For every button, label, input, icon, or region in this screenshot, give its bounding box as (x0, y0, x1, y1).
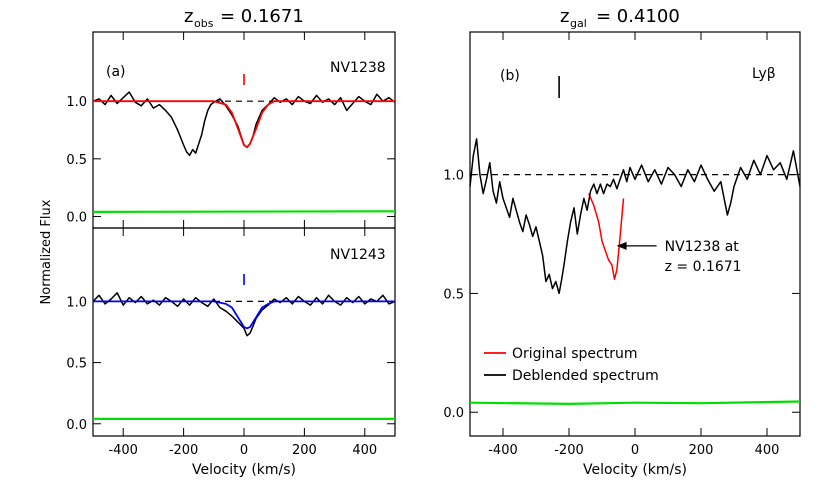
y-tick-label: 1.0 (66, 95, 87, 110)
series-fit (93, 300, 395, 330)
panel-b: z gal = 0.4100 (b) Lyβ 0.0 0.5 1.0 -400 -20… (443, 6, 801, 478)
series-data (92, 292, 396, 337)
annotation-line2: z = 0.1671 (665, 259, 742, 275)
panel-b-title-main: z (560, 6, 569, 27)
x-tick-label: -400 (108, 443, 138, 458)
legend-label: Original spectrum (512, 346, 637, 362)
panel-a-title-main: z (184, 6, 193, 27)
x-tick-label: -200 (554, 443, 584, 458)
panel-b-title-value: = 0.4100 (596, 6, 680, 27)
legend-label: Deblended spectrum (512, 368, 659, 384)
x-tick-label: -200 (169, 443, 199, 458)
y-tick-label: 0.5 (66, 153, 87, 168)
y-axis-label: Normalized Flux (39, 199, 54, 304)
y-tick-label: 1.0 (443, 169, 464, 184)
panel-b-title-sub: gal (570, 17, 587, 30)
x-tick-label: 400 (755, 443, 780, 458)
y-tick-label: 1.0 (66, 295, 87, 310)
series-error (469, 400, 801, 405)
y-tick-label: 0.5 (443, 287, 464, 302)
y-tick-label: 0.0 (66, 210, 87, 225)
panel-a-top: z obs = 0.1671 (a) NV1238 0.0 0.5 1.0 (66, 6, 396, 229)
x-tick-label: 200 (689, 443, 714, 458)
panel-b-ion-label: Lyβ (752, 66, 776, 82)
panel-a-title-sub: obs (194, 17, 214, 30)
x-tick-label: 200 (292, 443, 317, 458)
x-tick-label: 0 (240, 443, 248, 458)
panel-b-letter: (b) (500, 68, 520, 84)
series-deblended (469, 138, 801, 295)
x-tick-label: -400 (488, 443, 518, 458)
series-original (588, 193, 625, 280)
panel-a-ion-label: NV1238 (330, 60, 386, 76)
y-tick-label: 0.5 (66, 357, 87, 372)
annotation-arrowhead (616, 241, 627, 250)
y-tick-label: 0.0 (443, 406, 464, 421)
annotation-line1: NV1238 at (665, 239, 740, 255)
series-error (92, 210, 396, 213)
x-tick-label: 0 (631, 443, 639, 458)
x-tick-label: 400 (352, 443, 377, 458)
series-fit (93, 100, 395, 149)
panel-a-x-axis-label: Velocity (km/s) (192, 462, 296, 478)
panel-a-title-value: = 0.1671 (220, 6, 304, 27)
panel-a-bottom-ion-label: NV1243 (330, 247, 386, 263)
y-tick-label: 0.0 (66, 418, 87, 433)
panel-b-x-axis-label: Velocity (km/s) (583, 462, 687, 478)
panel-a-bottom: NV1243 0.0 0.5 1.0 -400 -200 0 200 400 Velocit… (66, 227, 396, 478)
panel-a-letter: (a) (106, 64, 126, 80)
